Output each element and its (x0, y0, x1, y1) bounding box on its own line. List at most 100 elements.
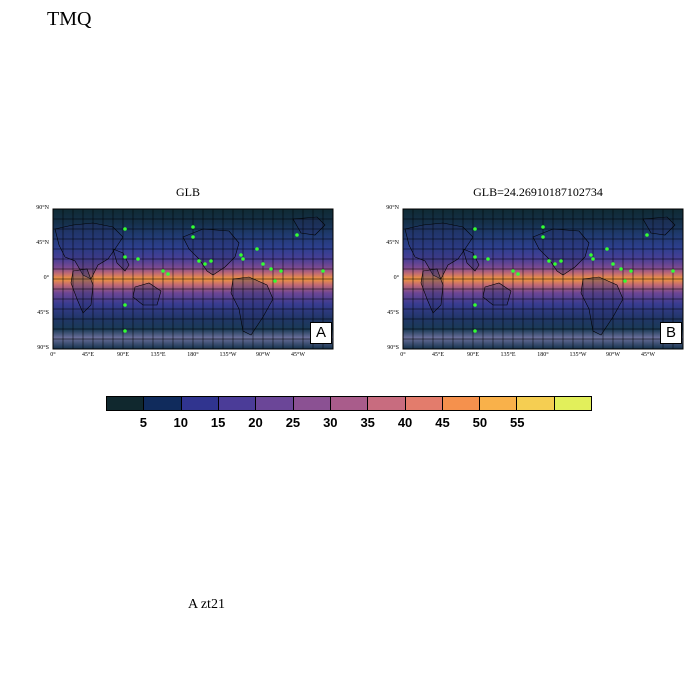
station-marker (645, 233, 649, 237)
station-marker (191, 235, 195, 239)
lat-tick-label: 90°N (386, 205, 399, 211)
station-marker (541, 235, 545, 239)
colorbar-segment (256, 397, 294, 410)
colorbar-segment (368, 397, 406, 410)
station-marker (553, 262, 557, 266)
station-marker (619, 267, 623, 271)
station-marker (123, 329, 127, 333)
station-marker (123, 227, 127, 231)
station-marker (547, 259, 551, 263)
station-marker (123, 303, 127, 307)
station-marker (261, 262, 265, 266)
map-panel-b: GLB=24.26910187102734 B 90°N 45°N 0° 45°S 90… (368, 185, 700, 365)
station-marker (321, 269, 325, 273)
lon-tick-label: 135°E (500, 352, 516, 358)
panel-letter-a: A (310, 322, 332, 344)
lon-tick-label: 0° (400, 352, 406, 358)
lon-tick-label: 45°W (640, 352, 656, 358)
lat-tick-label: 45°N (36, 240, 49, 246)
colorbar-tick-label: 50 (472, 415, 488, 430)
colorbar-tick-label: 5 (139, 415, 147, 430)
colorbar-segment (107, 397, 145, 410)
main-title: TMQ (47, 8, 92, 30)
station-marker (473, 303, 477, 307)
colorbar-segment (144, 397, 182, 410)
station-marker (273, 279, 277, 283)
colorbar-segment (218, 397, 257, 410)
lon-tick-label: 90°E (466, 352, 480, 358)
station-marker (589, 253, 593, 257)
lon-tick-label: 180° (187, 352, 199, 358)
station-marker (241, 257, 245, 261)
coastline (462, 248, 480, 272)
colorbar-segment (554, 397, 592, 410)
station-marker (239, 253, 243, 257)
colorbar-tick-label: 30 (323, 415, 338, 430)
colorbar-tick-label: 40 (397, 415, 413, 430)
coastline (230, 276, 274, 336)
station-marker (591, 257, 595, 261)
map-frame (52, 208, 334, 350)
coastline (532, 228, 590, 276)
station-marker (203, 262, 207, 266)
station-marker (605, 247, 609, 251)
lat-tick-label: 45°S (387, 310, 399, 316)
colorbar-segment (405, 397, 443, 410)
colorbar-segment (293, 397, 331, 410)
map-panel-a: GLB A 90°N 45°N 0° 45°S 90°S 0° 45°E 90°E 135°E 1… (18, 185, 358, 365)
station-marker (623, 279, 627, 283)
station-marker (486, 257, 490, 261)
footer-label: A zt21 (188, 597, 225, 612)
station-marker (136, 257, 140, 261)
station-marker (191, 225, 195, 229)
coastline (182, 228, 240, 276)
station-marker (473, 329, 477, 333)
lon-tick-label: 0° (50, 352, 56, 358)
lon-tick-label: 135°W (219, 352, 237, 358)
map-frame (402, 208, 684, 350)
station-marker (511, 269, 515, 273)
panel-title-a: GLB (176, 185, 200, 199)
lon-tick-label: 90°W (255, 352, 271, 358)
station-marker (629, 269, 633, 273)
map-a (52, 208, 334, 350)
station-marker (123, 255, 127, 259)
colorbar-segment (442, 397, 481, 410)
lon-tick-label: 135°E (150, 352, 166, 358)
station-marker (255, 247, 259, 251)
colorbar-segment (181, 397, 219, 410)
lon-tick-label: 45°W (290, 352, 306, 358)
station-marker (516, 272, 520, 276)
colorbar-tick-label: 45 (435, 415, 450, 430)
colorbar-tick-label: 35 (360, 415, 375, 430)
lat-tick-label: 90°S (387, 345, 399, 351)
station-marker (473, 255, 477, 259)
colorbar-segment (517, 397, 555, 410)
station-marker (671, 269, 675, 273)
lon-tick-label: 90°E (116, 352, 130, 358)
map-b (402, 208, 684, 350)
lat-tick-label: 90°S (37, 345, 49, 351)
colorbar-segment (330, 397, 369, 410)
colorbar-tick-label: 55 (509, 415, 525, 430)
colorbar (106, 396, 592, 411)
colorbar-tick-label: 10 (173, 415, 188, 430)
lon-tick-label: 45°E (81, 352, 95, 358)
lon-tick-label: 45°E (431, 352, 445, 358)
coastline (580, 276, 624, 336)
lat-tick-label: 45°S (37, 310, 49, 316)
station-marker (161, 269, 165, 273)
lat-tick-label: 45°N (386, 240, 399, 246)
colorbar-tick-label: 25 (285, 415, 301, 430)
lon-tick-label: 135°W (569, 352, 587, 358)
station-marker (269, 267, 273, 271)
station-marker (197, 259, 201, 263)
lon-tick-label: 90°W (605, 352, 621, 358)
panel-title-b: GLB=24.26910187102734 (473, 185, 603, 199)
station-marker (559, 259, 563, 263)
station-marker (166, 272, 170, 276)
lat-tick-label: 0° (43, 275, 49, 281)
panel-letter-b: B (660, 322, 682, 344)
coastline (112, 248, 130, 272)
lon-tick-label: 180° (537, 352, 549, 358)
